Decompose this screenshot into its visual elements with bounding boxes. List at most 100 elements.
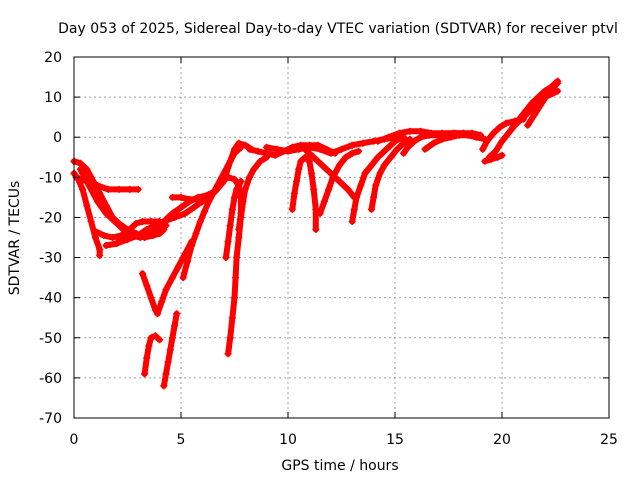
y-axis-ticks: -70 -60 -50 -40 -30 -20 -10 0 10 20 <box>39 50 609 427</box>
data-point-marker <box>297 157 305 165</box>
data-point-marker <box>209 189 217 197</box>
data-point-marker <box>380 161 388 169</box>
data-point-marker <box>156 336 164 344</box>
data-point-marker <box>231 193 238 201</box>
data-point-marker <box>273 145 281 153</box>
data-point-marker <box>222 254 230 262</box>
data-point-marker <box>312 205 320 213</box>
data-point-marker <box>400 139 408 147</box>
data-point-marker <box>104 185 112 193</box>
data-point-marker <box>352 193 360 201</box>
data-point-marker <box>102 209 110 217</box>
y-tick-label: -60 <box>39 371 62 387</box>
grid-lines <box>74 57 609 418</box>
data-point-marker <box>509 123 517 131</box>
x-axis-label: GPS time / hours <box>281 458 398 474</box>
data-point-marker <box>134 231 142 239</box>
data-point-marker <box>479 145 487 153</box>
data-point-marker <box>166 346 174 354</box>
data-point-marker <box>367 161 375 169</box>
data-point-marker <box>160 382 168 390</box>
data-point-marker <box>348 149 356 157</box>
data-point-marker <box>361 169 369 177</box>
data-point-marker <box>151 225 159 233</box>
data-point-marker <box>301 145 309 153</box>
data-point-marker <box>434 131 442 139</box>
data-point-marker <box>153 310 161 318</box>
data-point-marker <box>391 137 399 145</box>
data-point-marker <box>156 229 164 237</box>
data-point-marker <box>126 225 134 233</box>
data-point-marker <box>143 225 151 233</box>
data-point-marker <box>162 370 170 378</box>
x-tick-label: 15 <box>386 432 404 448</box>
x-tick-label: 10 <box>279 432 297 448</box>
data-point-marker <box>94 197 102 205</box>
data-point-marker <box>387 153 395 161</box>
data-point-marker <box>91 234 99 241</box>
data-point-marker <box>372 181 380 189</box>
data-point-marker <box>160 217 168 225</box>
data-point-marker <box>164 358 172 366</box>
data-point-marker <box>239 197 247 205</box>
data-point-marker <box>522 107 530 115</box>
data-point-marker <box>196 217 204 225</box>
data-point-marker <box>79 185 87 193</box>
data-point-marker <box>410 137 418 145</box>
data-point-marker <box>537 101 545 109</box>
data-point-marker <box>177 203 185 211</box>
y-tick-label: 20 <box>44 50 62 66</box>
data-point-marker <box>528 99 536 107</box>
data-point-marker <box>385 133 393 141</box>
series-arc-08 <box>138 238 196 318</box>
data-point-marker <box>530 111 538 119</box>
data-point-marker <box>263 149 271 157</box>
data-point-marker <box>554 87 562 95</box>
data-point-marker <box>145 342 153 350</box>
data-point-marker <box>335 177 343 185</box>
data-point-marker <box>438 135 446 143</box>
data-point-marker <box>502 119 510 127</box>
data-point-marker <box>94 181 102 189</box>
data-point-marker <box>91 227 99 235</box>
data-point-marker <box>335 161 343 169</box>
data-point-marker <box>329 173 337 181</box>
series-arc-09 <box>141 332 164 378</box>
data-point-marker <box>203 193 211 201</box>
data-point-marker <box>316 145 324 153</box>
data-point-marker <box>483 137 491 145</box>
data-point-marker <box>492 147 500 155</box>
data-point-marker <box>543 91 551 99</box>
x-tick-label: 25 <box>600 432 618 448</box>
data-point-marker <box>348 217 356 225</box>
data-point-marker <box>226 221 234 229</box>
data-point-marker <box>213 181 221 189</box>
data-point-marker <box>549 83 557 91</box>
data-point-marker <box>447 133 455 141</box>
data-point-marker <box>374 153 382 161</box>
data-point-marker <box>250 165 258 173</box>
data-point-marker <box>350 205 358 213</box>
data-point-marker <box>218 177 226 185</box>
data-point-marker <box>348 141 356 149</box>
data-point-marker <box>175 262 183 270</box>
data-point-marker <box>487 155 495 163</box>
data-point-marker <box>320 197 328 205</box>
data-point-marker <box>231 149 238 157</box>
data-point-marker <box>85 181 93 189</box>
data-point-marker <box>338 145 345 153</box>
data-point-marker <box>305 157 313 165</box>
data-point-marker <box>231 175 238 183</box>
data-point-marker <box>359 139 367 147</box>
data-point-marker <box>177 193 185 201</box>
data-point-marker <box>173 310 181 318</box>
data-point-marker <box>310 153 318 161</box>
data-point-marker <box>237 177 245 185</box>
series-arc-22 <box>348 133 408 225</box>
data-point-marker <box>327 149 335 157</box>
data-point-marker <box>295 165 303 173</box>
data-point-marker <box>134 185 142 193</box>
data-point-marker <box>301 153 309 161</box>
data-point-marker <box>192 229 200 237</box>
data-point-marker <box>109 234 117 241</box>
